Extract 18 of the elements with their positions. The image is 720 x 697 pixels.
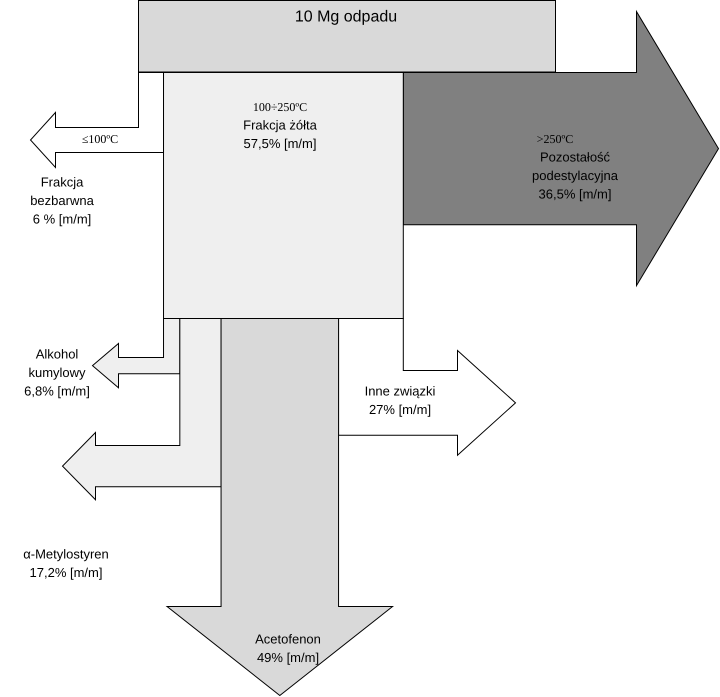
data-label: 57,5% [m/m] [244,136,316,152]
category-label: Pozostałość podestylacyjna [532,150,619,184]
data-label: 27% [m/m] [368,402,432,418]
category-label: α-Metylostyren [23,546,109,562]
category-label: Frakcja żółta [243,118,318,133]
data-label: 6,8% [m/m] [24,384,90,399]
category-label: Alkohol kumylowy [28,346,86,380]
text: 10 Mg odpadu [294,8,398,26]
data-label: 17,2% [m/m] [30,565,102,580]
data-label: 36,5% [m/m] [538,186,612,202]
category-label: Inne związki [364,384,436,399]
text: ≤100ºC [82,132,118,146]
text: 100÷250ºC [252,100,308,114]
data-label: 49% [m/m] [256,650,320,666]
category-label: Acetofenon [255,632,321,647]
text: >250ºC [536,132,574,146]
data-label: 6 % [m/m] [32,212,92,227]
category-label: Frakcja bezbarwna [30,174,95,208]
